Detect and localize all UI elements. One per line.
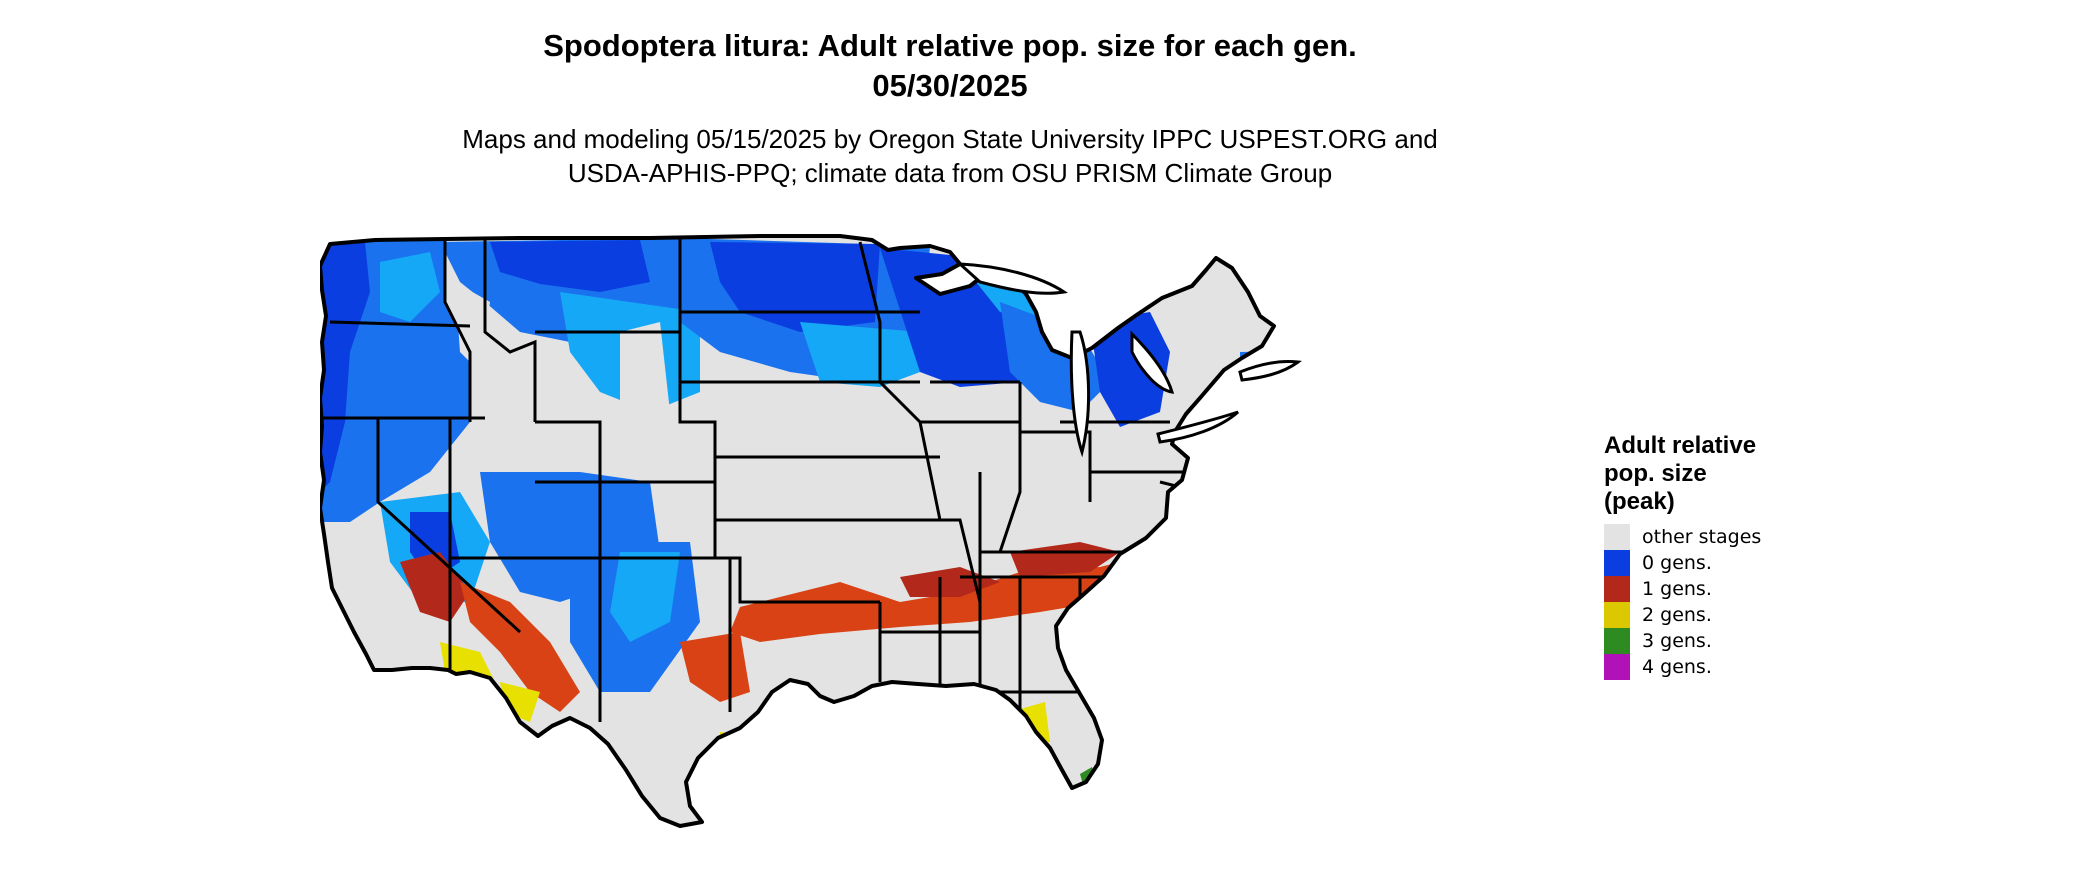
legend-title: Adult relative pop. size (peak) — [1604, 432, 1757, 515]
legend-item: 2 gens. — [1604, 602, 1864, 628]
zone-gen1-arizona — [460, 582, 580, 712]
zone-gen2-louisiana — [875, 720, 910, 742]
zone-gen1-tennessee — [900, 567, 1000, 597]
legend-label: 1 gens. — [1642, 578, 1712, 600]
legend-label: 4 gens. — [1642, 656, 1712, 678]
legend-label: 0 gens. — [1642, 552, 1712, 574]
legend-swatch — [1604, 602, 1630, 628]
gray-patch-a — [455, 282, 490, 372]
zone-gen0-pa — [1200, 402, 1274, 472]
lake-superior — [955, 262, 1068, 295]
legend-swatch — [1604, 576, 1630, 602]
border-id-west — [443, 240, 472, 422]
legend-item: 1 gens. — [1604, 576, 1864, 602]
legend-swatch — [1604, 628, 1630, 654]
map-title: Spodoptera litura: Adult relative pop. s… — [0, 26, 1900, 106]
gray-patch-b — [620, 322, 670, 452]
legend-swatch — [1604, 524, 1630, 550]
map-subtitle-line2: USDA-APHIS-PPQ; climate data from OSU PR… — [567, 158, 1333, 188]
legend-label: 2 gens. — [1642, 604, 1712, 626]
zone-gen1-west-texas — [680, 632, 750, 702]
zone-gen0-light-a — [380, 252, 440, 322]
zone-gen2-florida — [1010, 702, 1050, 752]
legend-swatch — [1604, 654, 1630, 680]
legend-swatch — [1604, 550, 1630, 576]
lake-huron — [1130, 330, 1175, 394]
border-wa-or — [329, 320, 471, 328]
legend-items: other stages 0 gens. 1 gens. 2 gens. 3 g… — [1604, 524, 1864, 680]
zone-gen0-michigan — [1090, 312, 1170, 427]
map-title-date: 05/30/2025 — [872, 68, 1028, 103]
legend: Adult relative pop. size (peak) other st… — [1604, 432, 1864, 680]
zone-gen0-coast — [320, 242, 370, 492]
lake-michigan — [1069, 330, 1091, 458]
border-ok-tx — [660, 556, 880, 604]
zone-gen0-mass — [1350, 402, 1380, 452]
border-il-in — [998, 382, 1022, 553]
lake-erie — [1156, 410, 1239, 444]
zone-gen0-light-c — [610, 552, 680, 642]
zone-gen0-light-b — [800, 322, 920, 387]
legend-label: other stages — [1642, 526, 1762, 548]
legend-label: 3 gens. — [1642, 630, 1712, 652]
legend-item: 0 gens. — [1604, 550, 1864, 576]
zone-gen0-newengland — [1320, 350, 1370, 442]
legend-item: 4 gens. — [1604, 654, 1864, 680]
us-map — [320, 222, 1580, 892]
us-map-svg — [320, 234, 1380, 828]
legend-item: 3 gens. — [1604, 628, 1864, 654]
legend-item: other stages — [1604, 524, 1864, 550]
zone-gen0-northdakota — [710, 242, 880, 332]
border-nd-mt — [678, 238, 717, 558]
border-in-oh — [1020, 430, 1092, 502]
map-subtitle: Maps and modeling 05/15/2025 by Oregon S… — [0, 122, 1900, 190]
map-subtitle-line1: Maps and modeling 05/15/2025 by Oregon S… — [462, 124, 1438, 154]
border-va-wv — [1159, 480, 1262, 553]
zone-gen0-montana-dark — [490, 240, 650, 292]
border-ca-nv — [376, 418, 522, 634]
map-title-line1: Spodoptera litura: Adult relative pop. s… — [543, 28, 1357, 63]
gray-patch-c — [500, 372, 560, 462]
border-id-mt — [483, 240, 537, 422]
lake-ontario — [1238, 360, 1302, 382]
